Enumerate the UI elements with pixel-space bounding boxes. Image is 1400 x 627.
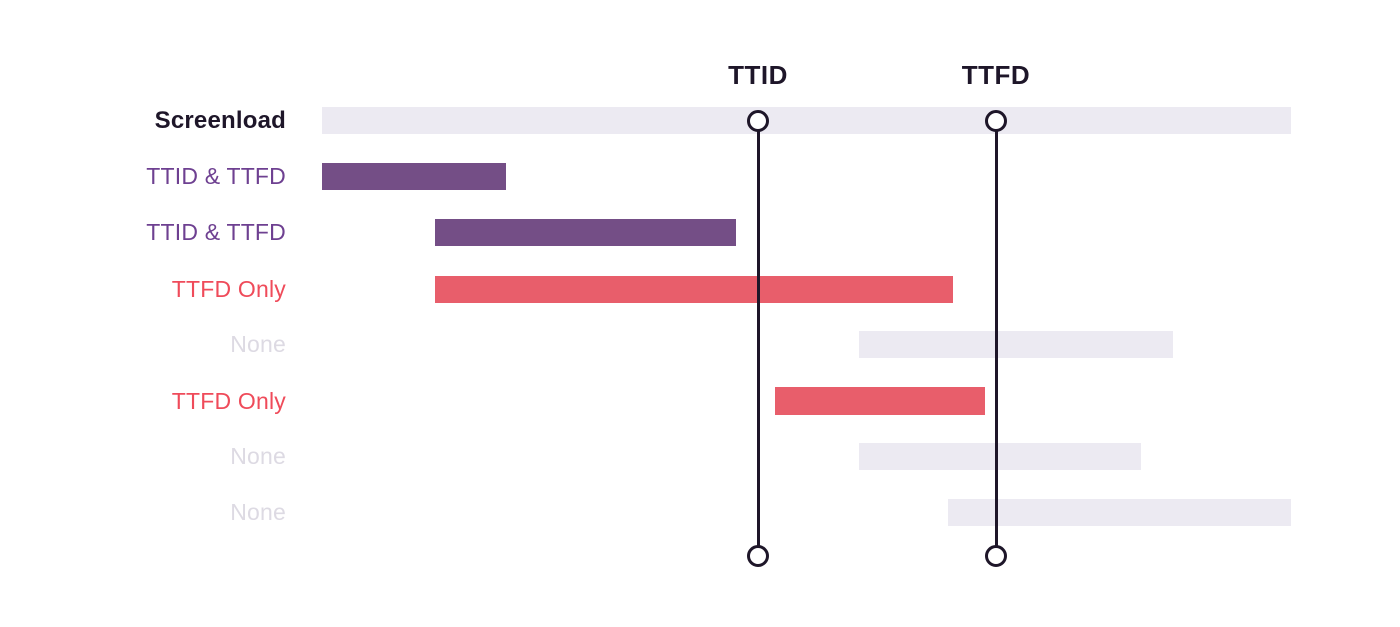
marker-line-ttfd — [994, 121, 998, 556]
marker-line-ttid — [756, 121, 760, 556]
marker-label-ttfd: TTFD — [961, 60, 1031, 90]
marker-circle-bottom-ttid-icon — [747, 545, 769, 567]
span-bar-none — [859, 331, 1173, 358]
row-label-ttid-ttfd: TTID & TTFD — [146, 219, 286, 245]
row-label-none: None — [230, 443, 286, 469]
span-bar-screenload — [322, 107, 1291, 134]
row-label-none: None — [230, 499, 286, 525]
marker-circle-top-ttfd-icon — [985, 110, 1007, 132]
row-label-screenload: Screenload — [154, 107, 286, 134]
row-label-ttfd-only: TTFD Only — [171, 276, 286, 302]
row-label-none: None — [230, 331, 286, 357]
span-bar-ttid-ttfd — [322, 163, 506, 190]
span-bar-ttfd-only — [775, 387, 985, 415]
span-bar-ttid-ttfd — [435, 219, 736, 246]
span-bar-ttfd-only — [435, 276, 953, 303]
row-label-ttfd-only: TTFD Only — [171, 388, 286, 414]
marker-label-ttid: TTID — [728, 60, 788, 90]
marker-circle-bottom-ttfd-icon — [985, 545, 1007, 567]
span-bar-none — [948, 499, 1291, 526]
marker-circle-top-ttid-icon — [747, 110, 769, 132]
row-label-ttid-ttfd: TTID & TTFD — [146, 163, 286, 189]
span-bar-none — [859, 443, 1141, 470]
